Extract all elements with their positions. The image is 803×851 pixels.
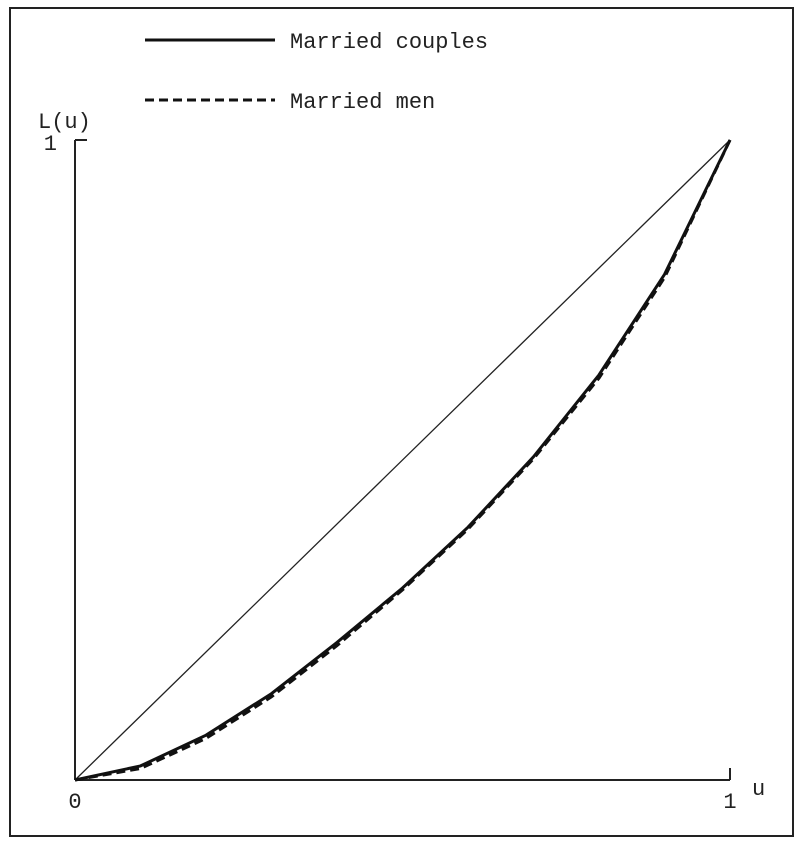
frame [9, 7, 794, 837]
y-axis-label: L(u) [38, 110, 91, 135]
legend-label: Married men [290, 90, 435, 115]
equality-line [74, 139, 731, 781]
y-tick-label: 1 [44, 132, 57, 157]
legend-label: Married couples [290, 30, 488, 55]
x-tick-label: 0 [68, 790, 81, 815]
x-tick-label: 1 [723, 790, 736, 815]
line-series [74, 139, 732, 782]
x-axis-label: u [752, 777, 765, 802]
